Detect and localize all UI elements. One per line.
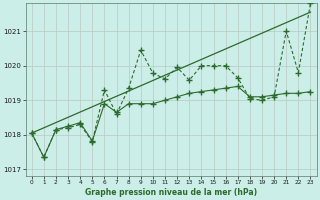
X-axis label: Graphe pression niveau de la mer (hPa): Graphe pression niveau de la mer (hPa) [85, 188, 257, 197]
